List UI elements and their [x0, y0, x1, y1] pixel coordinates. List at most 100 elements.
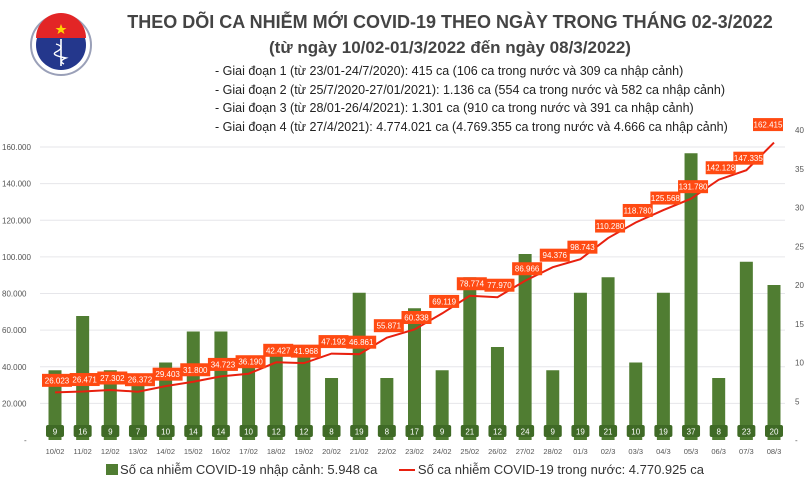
x-axis-tick: 28/02: [543, 447, 562, 456]
bar: [712, 378, 726, 440]
bar-label-box: [156, 425, 175, 437]
line-label: 131.780: [679, 183, 708, 192]
right-axis-tick: 15: [795, 320, 804, 329]
line-label: 142.128: [706, 164, 735, 173]
x-axis-tick: 17/02: [239, 447, 258, 456]
bar: [739, 261, 753, 440]
bar-label-box: [377, 425, 396, 437]
bar-label: 10: [631, 428, 640, 437]
right-axis-tick: 5: [795, 397, 800, 406]
bar: [546, 370, 560, 440]
right-axis-tick: 35: [795, 165, 804, 174]
line-label: 42.427: [266, 346, 291, 355]
line-label-box: [733, 151, 764, 165]
line-label: 34.723: [211, 360, 236, 369]
line-label: 86.966: [515, 265, 540, 274]
left-axis-tick: 100.000: [2, 253, 31, 262]
phase-note: - Giai đoạn 2 (từ 25/7/2020-27/01/2021):…: [215, 82, 725, 97]
bar-label-box: [488, 425, 507, 437]
line-label: 47.192: [321, 338, 346, 347]
line-label-box: [401, 311, 432, 325]
bar-label: 9: [108, 428, 113, 437]
right-axis-tick: 20: [795, 281, 804, 290]
bar: [269, 347, 283, 440]
bar-label-box: [73, 425, 92, 437]
legend-line-swatch: [398, 468, 415, 471]
bar: [518, 254, 532, 440]
line-label-box: [97, 371, 128, 385]
line-label-box: [152, 367, 183, 381]
x-axis-tick: 20/02: [322, 447, 341, 456]
bar: [297, 347, 311, 440]
bar-label: 9: [53, 428, 58, 437]
x-axis-tick: 14/02: [156, 447, 175, 456]
line-label: 98.743: [570, 243, 595, 252]
x-axis-tick: 25/02: [460, 447, 479, 456]
x-axis-tick: 08/3: [767, 447, 782, 456]
line-label-box: [346, 335, 377, 349]
x-axis-tick: 19/02: [294, 447, 313, 456]
line-label: 147.335: [734, 154, 763, 163]
line-label-box: [678, 180, 709, 194]
bar-label-box: [101, 425, 120, 437]
x-axis-tick: 01/3: [573, 447, 588, 456]
bar: [352, 292, 366, 440]
phase-note: - Giai đoạn 4 (từ 27/4/2021): 4.774.021 …: [215, 119, 728, 134]
line-label-box: [235, 355, 266, 369]
line-label-box: [69, 373, 100, 387]
x-axis-tick: 02/3: [601, 447, 616, 456]
bar-label-box: [350, 425, 369, 437]
line-label: 118.780: [624, 206, 653, 215]
bar: [380, 378, 394, 440]
bar-label-box: [239, 425, 258, 437]
bar-label-box: [571, 425, 590, 437]
bar-label-box: [46, 425, 64, 437]
x-axis-tick: 21/02: [350, 447, 369, 456]
legend: Số ca nhiễm COVID-19 nhập cảnh: 5.948 ca…: [0, 461, 810, 477]
legend-line-label: Số ca nhiễm COVID-19 trong nước: 4.770.9…: [417, 462, 704, 478]
x-axis-tick: 12/02: [101, 447, 120, 456]
line-label-box: [263, 343, 294, 357]
x-axis-tick: 24/02: [433, 447, 452, 456]
bar-label: 21: [465, 428, 474, 437]
left-axis-tick: 40.000: [2, 363, 27, 372]
line-label: 26.471: [72, 376, 97, 385]
line-label-box: [42, 373, 72, 387]
x-axis-tick: 27/02: [516, 447, 535, 456]
bar-label: 8: [385, 428, 390, 437]
bar-label: 14: [216, 428, 225, 437]
x-axis-tick: 18/02: [267, 447, 286, 456]
line-label: 77.970: [487, 281, 512, 290]
bar-label-box: [543, 425, 562, 437]
x-axis-tick: 05/3: [684, 447, 699, 456]
bar: [629, 362, 643, 440]
x-axis-tick: 15/02: [184, 447, 203, 456]
left-axis-tick: 60.000: [2, 326, 27, 335]
right-axis-tick: 25: [795, 242, 804, 251]
line-label-box: [318, 335, 349, 349]
line-label-box: [539, 248, 570, 262]
bar-label-box: [765, 425, 783, 437]
left-axis-tick: 160.000: [2, 143, 31, 152]
bar-label: 19: [659, 428, 668, 437]
x-axis-tick: 22/02: [377, 447, 396, 456]
line-label: 31.800: [183, 366, 208, 375]
bar-label-box: [433, 425, 452, 437]
phase-notes: - Giai đoạn 1 (từ 23/01-24/7/2020): 415 …: [215, 62, 728, 136]
line-label-box: [484, 278, 515, 292]
bar-label-box: [626, 425, 645, 437]
x-axis-tick: 03/3: [628, 447, 643, 456]
line-label-box: [207, 357, 238, 371]
phase-note: - Giai đoạn 1 (từ 23/01-24/7/2020): 415 …: [215, 64, 684, 78]
bar-label-box: [405, 425, 424, 437]
bar-label: 16: [78, 428, 87, 437]
x-axis-tick: 10/02: [46, 447, 65, 456]
bar-label-box: [322, 425, 341, 437]
bar-label: 10: [161, 428, 170, 437]
bar-label-box: [599, 425, 618, 437]
bar-label-box: [128, 425, 147, 437]
bar-label: 12: [493, 428, 502, 437]
bar: [573, 292, 587, 440]
phase-note: - Giai đoạn 3 (từ 28/01-26/4/2021): 1.30…: [215, 101, 694, 115]
bar-label: 19: [355, 428, 364, 437]
